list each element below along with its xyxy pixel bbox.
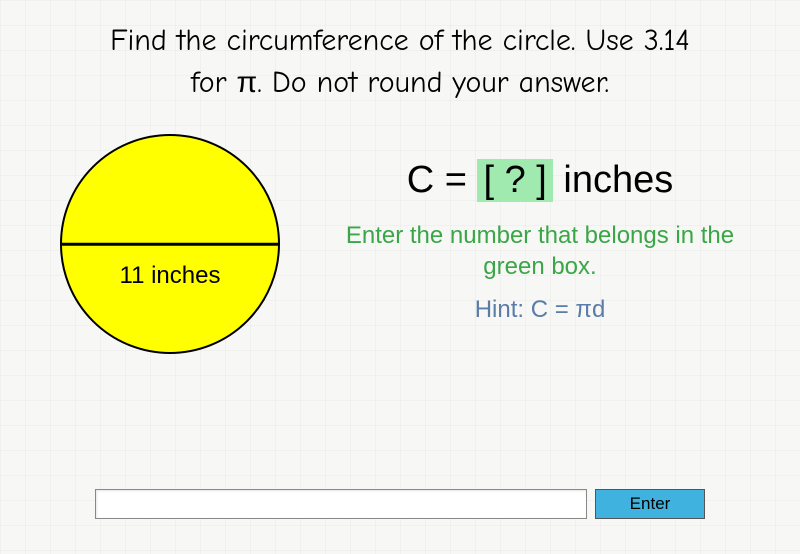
answer-placeholder-box: [ ? ] [477,159,552,202]
input-row: Enter [95,489,705,519]
formula-panel: C = [ ? ] inches Enter the number that b… [280,134,760,324]
content-area: 11 inches C = [ ? ] inches Enter the num… [0,114,800,354]
formula-suffix: inches [553,159,673,201]
answer-input[interactable] [95,489,587,519]
circumference-formula: C = [ ? ] inches [320,159,760,202]
diameter-line [62,243,278,246]
instruction-text: Enter the number that belongs in the gre… [320,220,760,282]
formula-prefix: C = [407,159,478,201]
circle-diagram: 11 inches [60,134,280,354]
enter-button[interactable]: Enter [595,489,705,519]
diameter-label: 11 inches [60,262,280,290]
hint-text: Hint: C = πd [320,296,760,324]
question-prompt: Find the circumference of the circle. Us… [0,0,800,114]
